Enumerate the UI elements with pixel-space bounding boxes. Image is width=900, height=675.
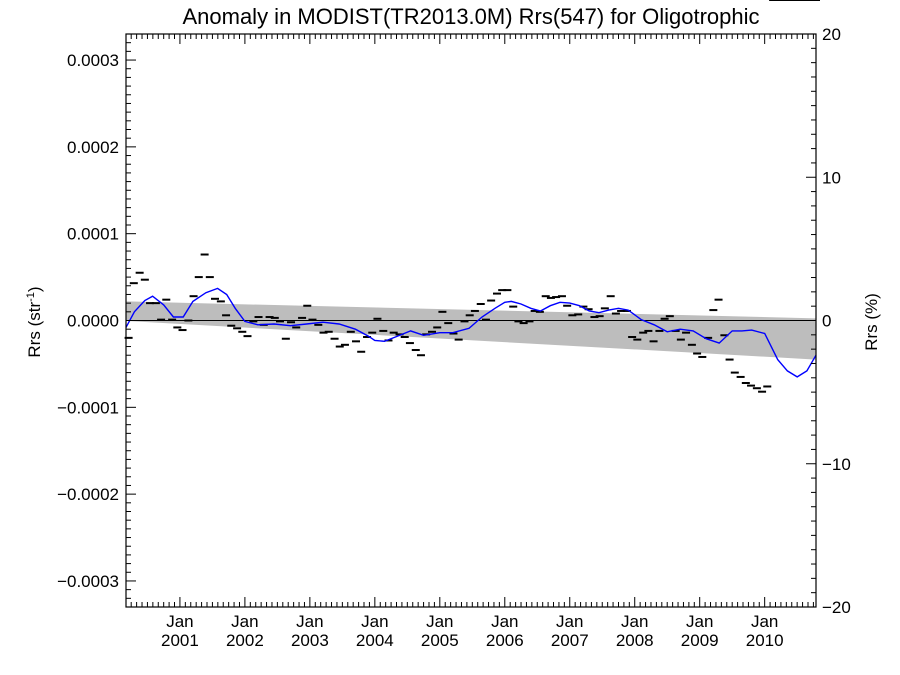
x-tick-label-year: 2004 xyxy=(356,631,394,650)
y-tick-label-left: 0.0003 xyxy=(67,51,119,70)
x-tick-label-year: 2001 xyxy=(161,631,199,650)
x-tick-label-month: Jan xyxy=(426,612,453,631)
x-tick-label-year: 2005 xyxy=(421,631,459,650)
y-tick-label-left: 0.0001 xyxy=(67,225,119,244)
y-tick-label-right: 0 xyxy=(822,312,831,331)
y-tick-label-right: −20 xyxy=(822,598,851,617)
x-tick-label-month: Jan xyxy=(751,612,778,631)
y-tick-label-left: −0.0003 xyxy=(57,572,119,591)
y-tick-label-left: −0.0002 xyxy=(57,485,119,504)
y-tick-label-left: 0.0000 xyxy=(67,312,119,331)
y-tick-label-left: 0.0002 xyxy=(67,138,119,157)
x-tick-label-year: 2010 xyxy=(746,631,784,650)
y-tick-label-right: 10 xyxy=(822,168,841,187)
chart-title: Anomaly in MODIST(TR2013.0M) Rrs(547) fo… xyxy=(182,4,759,29)
x-tick-label-year: 2007 xyxy=(551,631,589,650)
y-axis-label-left-sup: -1 xyxy=(25,292,37,302)
x-tick-label-month: Jan xyxy=(621,612,648,631)
y-tick-label-right: 20 xyxy=(822,25,841,44)
plot-area xyxy=(124,0,820,393)
y-tick-label-left: −0.0001 xyxy=(57,398,119,417)
x-tick-label-month: Jan xyxy=(556,612,583,631)
x-tick-label-month: Jan xyxy=(231,612,258,631)
x-tick-label-year: 2002 xyxy=(226,631,264,650)
smoothed-series-line xyxy=(125,287,817,378)
y-tick-label-right: −10 xyxy=(822,455,851,474)
x-tick-label-year: 2008 xyxy=(616,631,654,650)
axes: 0.0003 0.0002 0.0001 0.0000 −0.0001 −0.0002 −0… xyxy=(57,25,851,650)
y-axis-label-left-close: ) xyxy=(25,286,44,292)
x-tick-label-month: Jan xyxy=(166,612,193,631)
y-axis-label-left: Rrs (str-1) xyxy=(25,286,44,357)
x-tick-label-year: 2009 xyxy=(681,631,719,650)
x-tick-label-year: 2006 xyxy=(486,631,524,650)
x-tick-label-month: Jan xyxy=(686,612,713,631)
x-tick-label-year: 2003 xyxy=(291,631,329,650)
x-tick-label-month: Jan xyxy=(296,612,323,631)
x-tick-label-month: Jan xyxy=(491,612,518,631)
y-axis-label-right: Rrs (%) xyxy=(862,293,881,351)
trend-confidence-band xyxy=(126,301,816,360)
y-axis-label-left-main: Rrs (str xyxy=(25,302,44,358)
x-tick-label-month: Jan xyxy=(361,612,388,631)
